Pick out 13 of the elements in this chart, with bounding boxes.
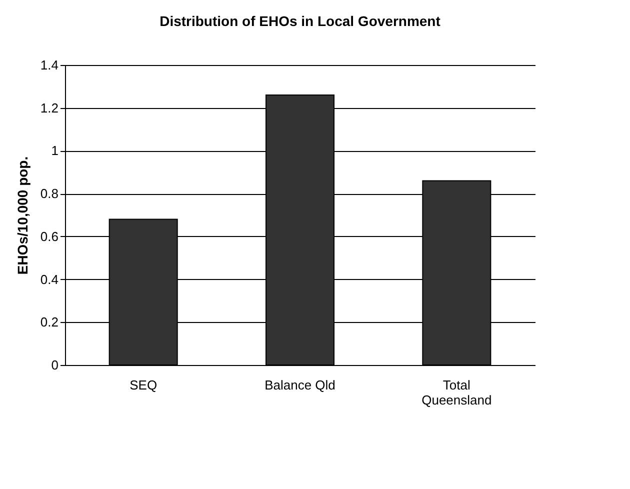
y-tick-label: 1	[51, 143, 58, 158]
y-tick-label: 1.4	[40, 58, 58, 72]
y-tick-label: 1.2	[40, 100, 58, 116]
x-tick-label: Balance Qld	[264, 378, 336, 392]
x-tick-label: Total Queensland	[422, 378, 492, 408]
x-tick-label: SEQ	[130, 378, 158, 392]
y-tick-label: 0.8	[40, 186, 58, 202]
y-tick-label: 0.6	[40, 228, 58, 244]
y-tick-label: 0.2	[40, 314, 58, 330]
y-tick-label: 0	[51, 358, 58, 372]
y-axis-title: EHOs/10,000 pop.	[14, 156, 30, 275]
chart-title: Distribution of EHOs in Local Government	[160, 13, 441, 29]
y-tick-label: 0.4	[40, 272, 58, 287]
